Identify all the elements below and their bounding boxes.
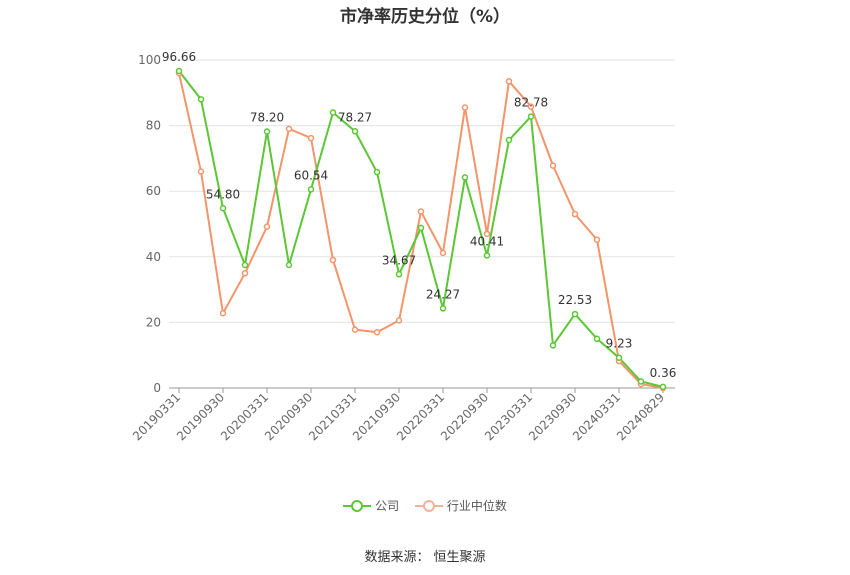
data-point-1 bbox=[285, 125, 293, 133]
data-point-0 bbox=[175, 67, 183, 75]
data-label: 96.66 bbox=[162, 50, 196, 64]
data-point-1 bbox=[461, 104, 469, 111]
data-label: 9.23 bbox=[606, 337, 633, 351]
data-label: 60.54 bbox=[294, 168, 328, 182]
source-label: 数据来源： bbox=[364, 550, 430, 565]
source-note: 数据来源： 恒生聚源 bbox=[0, 546, 850, 565]
data-labels: 96.66 54.80 78.20 60.54 78.27 34.67 24.27 40.41… bbox=[162, 50, 677, 380]
legend: 公司 行业中位数 bbox=[0, 497, 850, 516]
data-point-0 bbox=[593, 335, 601, 343]
data-label: 82.78 bbox=[514, 95, 548, 109]
y-tick-label: 60 bbox=[146, 184, 161, 198]
data-point-0 bbox=[329, 109, 337, 116]
data-point-1 bbox=[197, 168, 205, 175]
data-point-1 bbox=[329, 256, 337, 264]
data-point-1 bbox=[241, 269, 249, 277]
data-point-1 bbox=[307, 134, 315, 142]
data-point-0 bbox=[615, 354, 623, 361]
grid-lines bbox=[169, 59, 675, 323]
data-point-0 bbox=[197, 96, 205, 103]
data-point-1 bbox=[395, 317, 403, 324]
data-point-0 bbox=[285, 261, 293, 269]
legend-industry-label: 行业中位数 bbox=[446, 499, 507, 513]
data-label: 22.53 bbox=[558, 293, 592, 307]
data-point-1 bbox=[373, 328, 381, 336]
data-point-0 bbox=[505, 136, 513, 144]
legend-item-company[interactable]: 公司 bbox=[343, 497, 399, 514]
data-point-0 bbox=[351, 128, 359, 135]
source-value: 恒生聚源 bbox=[433, 550, 486, 565]
legend-company-swatch-icon bbox=[343, 499, 372, 512]
data-point-0 bbox=[241, 261, 249, 269]
data-point-0 bbox=[637, 378, 645, 385]
data-label: 78.20 bbox=[250, 111, 284, 125]
data-label: 78.27 bbox=[338, 110, 372, 124]
data-point-1 bbox=[351, 326, 359, 333]
data-point-0 bbox=[549, 342, 557, 349]
axes: 0204060801002019033120190930202003312020… bbox=[130, 53, 675, 443]
data-point-0 bbox=[219, 205, 227, 212]
y-tick-label: 0 bbox=[153, 381, 161, 395]
data-label: 54.80 bbox=[206, 187, 240, 201]
data-point-0 bbox=[373, 168, 381, 176]
y-tick-label: 20 bbox=[146, 315, 161, 329]
data-point-0 bbox=[417, 224, 425, 232]
data-point-1 bbox=[527, 103, 535, 110]
legend-industry-swatch-icon bbox=[414, 499, 443, 512]
data-label: 34.67 bbox=[382, 253, 416, 267]
series-points bbox=[175, 67, 667, 392]
legend-company-label: 公司 bbox=[375, 499, 400, 513]
data-point-0 bbox=[483, 252, 491, 259]
chart-title: 市净率历史分位（%） bbox=[339, 7, 511, 27]
data-point-0 bbox=[307, 186, 315, 193]
data-point-0 bbox=[571, 310, 579, 318]
data-label: 0.36 bbox=[650, 366, 677, 380]
data-point-0 bbox=[659, 383, 667, 391]
y-tick-label: 80 bbox=[146, 119, 161, 133]
data-point-0 bbox=[527, 113, 535, 120]
data-point-1 bbox=[219, 309, 227, 317]
data-point-1 bbox=[549, 162, 557, 169]
data-point-0 bbox=[395, 271, 403, 278]
data-point-1 bbox=[571, 210, 579, 218]
y-tick-label: 100 bbox=[138, 53, 161, 67]
legend-item-industry[interactable]: 行业中位数 bbox=[414, 497, 507, 514]
data-point-0 bbox=[439, 305, 447, 312]
y-tick-label: 40 bbox=[146, 250, 161, 264]
data-point-1 bbox=[483, 230, 491, 238]
data-point-1 bbox=[439, 249, 447, 257]
data-label: 24.27 bbox=[426, 287, 460, 301]
data-point-1 bbox=[505, 78, 513, 85]
data-point-1 bbox=[417, 208, 425, 215]
data-point-0 bbox=[263, 128, 271, 135]
data-point-1 bbox=[593, 236, 601, 243]
data-point-1 bbox=[263, 223, 271, 230]
data-point-0 bbox=[461, 174, 469, 181]
x-tick-label: 20240829 bbox=[614, 390, 667, 443]
data-label: 40.41 bbox=[470, 234, 504, 248]
